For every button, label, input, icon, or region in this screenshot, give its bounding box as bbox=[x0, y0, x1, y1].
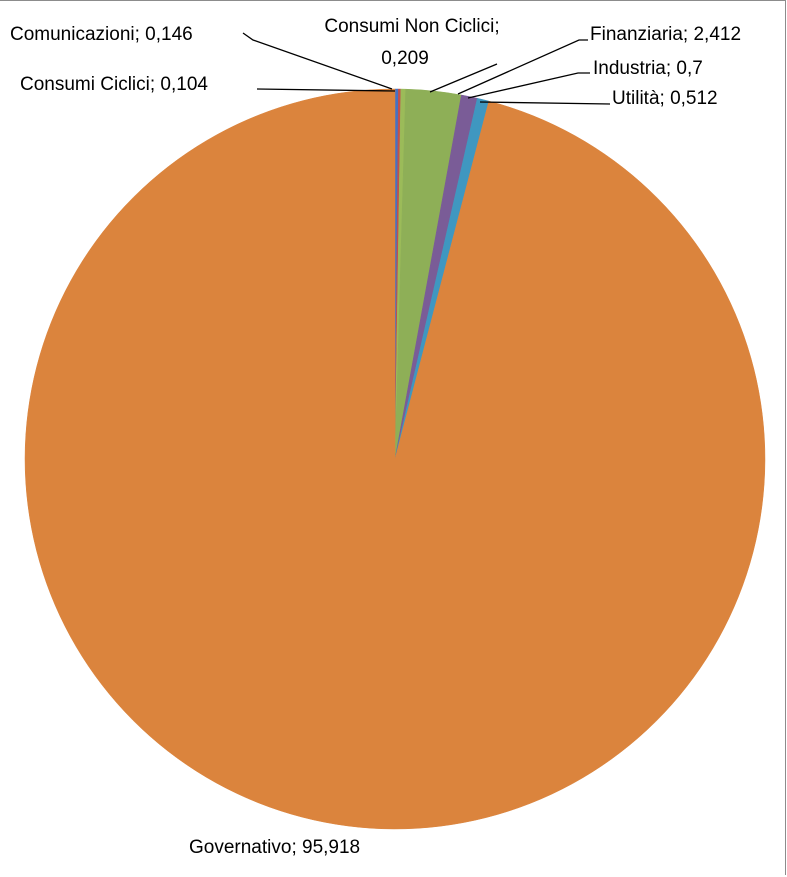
pie-slices bbox=[24, 88, 766, 830]
data-labels: Comunicazioni; 0,146 Consumi Ciclici; 0,… bbox=[10, 16, 741, 858]
label-utilita: Utilità; 0,512 bbox=[612, 88, 718, 109]
leader-utilita bbox=[479, 101, 611, 105]
label-industria: Industria; 0,7 bbox=[593, 58, 703, 79]
leader-lines bbox=[242, 32, 611, 105]
leader-finanziaria bbox=[457, 39, 588, 95]
label-consumi-non-ciclici-line2: 0,209 bbox=[381, 48, 429, 69]
label-finanziaria: Finanziaria; 2,412 bbox=[590, 24, 741, 45]
leader-industria bbox=[467, 72, 590, 99]
leader-consumi-ciclici bbox=[256, 88, 396, 92]
label-governativo: Governativo; 95,918 bbox=[189, 837, 360, 858]
leader-consumi-non-ciclici bbox=[429, 63, 498, 93]
label-comunicazioni: Comunicazioni; 0,146 bbox=[10, 24, 193, 45]
leader-comunicazioni bbox=[242, 32, 393, 90]
label-consumi-non-ciclici-line1: Consumi Non Ciclici; bbox=[324, 16, 499, 37]
label-consumi-ciclici: Consumi Ciclici; 0,104 bbox=[20, 74, 208, 95]
pie-slice-governativo bbox=[24, 88, 766, 830]
